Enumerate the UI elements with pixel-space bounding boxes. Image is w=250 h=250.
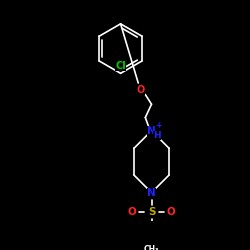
Text: O: O: [137, 85, 145, 95]
Text: CH₃: CH₃: [144, 245, 159, 250]
Text: S: S: [148, 207, 155, 217]
Text: N: N: [147, 188, 156, 198]
Text: Cl: Cl: [115, 61, 126, 71]
Text: N: N: [147, 126, 156, 136]
Text: H: H: [153, 131, 160, 140]
Text: O: O: [128, 207, 136, 217]
Text: O: O: [166, 207, 175, 217]
Text: +: +: [156, 121, 162, 130]
